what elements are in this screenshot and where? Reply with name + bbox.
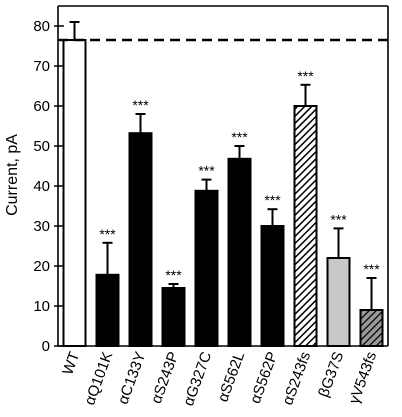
y-tick-label-7: 70 <box>33 58 50 75</box>
y-tick-label-4: 40 <box>33 178 50 195</box>
x-tick-label-7: αS243fs <box>279 350 314 408</box>
bar-0 <box>62 39 87 347</box>
significance-label-6: *** <box>264 192 281 208</box>
axes-layer <box>54 5 389 347</box>
significance-label-1: *** <box>99 226 116 242</box>
bars-layer <box>62 21 384 347</box>
bar-9 <box>359 309 384 347</box>
y-tick-label-6: 60 <box>33 98 50 115</box>
x-tick-label-3: αS243P <box>148 350 182 406</box>
bar-6 <box>260 225 285 347</box>
y-tick-label-5: 50 <box>33 138 50 155</box>
x-tick-label-2: αC133Y <box>115 350 150 407</box>
significance-label-5: *** <box>231 129 248 145</box>
bar-4 <box>194 189 219 347</box>
y-tick-label-1: 10 <box>33 298 50 315</box>
bar-1 <box>95 273 120 347</box>
y-tick-label-2: 20 <box>33 258 50 275</box>
significance-label-3: *** <box>165 267 182 283</box>
x-tick-label-6: αS562P <box>247 350 281 406</box>
x-tick-label-1: αQ101K <box>81 350 116 408</box>
significance-label-8: *** <box>330 211 347 227</box>
significance-label-9: *** <box>363 261 380 277</box>
y-tick-label-8: 80 <box>33 18 50 35</box>
x-tick-label-4: αG327C <box>180 349 215 408</box>
bar-5 <box>227 157 252 347</box>
significance-label-4: *** <box>198 163 215 179</box>
bar-7 <box>293 105 318 347</box>
bar-3 <box>161 287 186 347</box>
y-axis-title: Current, pA <box>4 134 21 216</box>
y-tick-label-3: 30 <box>33 218 50 235</box>
bar-8 <box>326 257 351 347</box>
significance-label-7: *** <box>297 68 314 84</box>
bar-2 <box>128 132 153 347</box>
x-tick-label-5: αS562L <box>214 350 248 405</box>
y-tick-label-0: 0 <box>42 338 50 355</box>
x-tick-label-9: γV543fs <box>346 350 381 407</box>
x-tick-label-0: WT <box>59 350 83 378</box>
significance-label-2: *** <box>132 97 149 113</box>
x-tick-label-8: βG37S <box>315 350 347 400</box>
